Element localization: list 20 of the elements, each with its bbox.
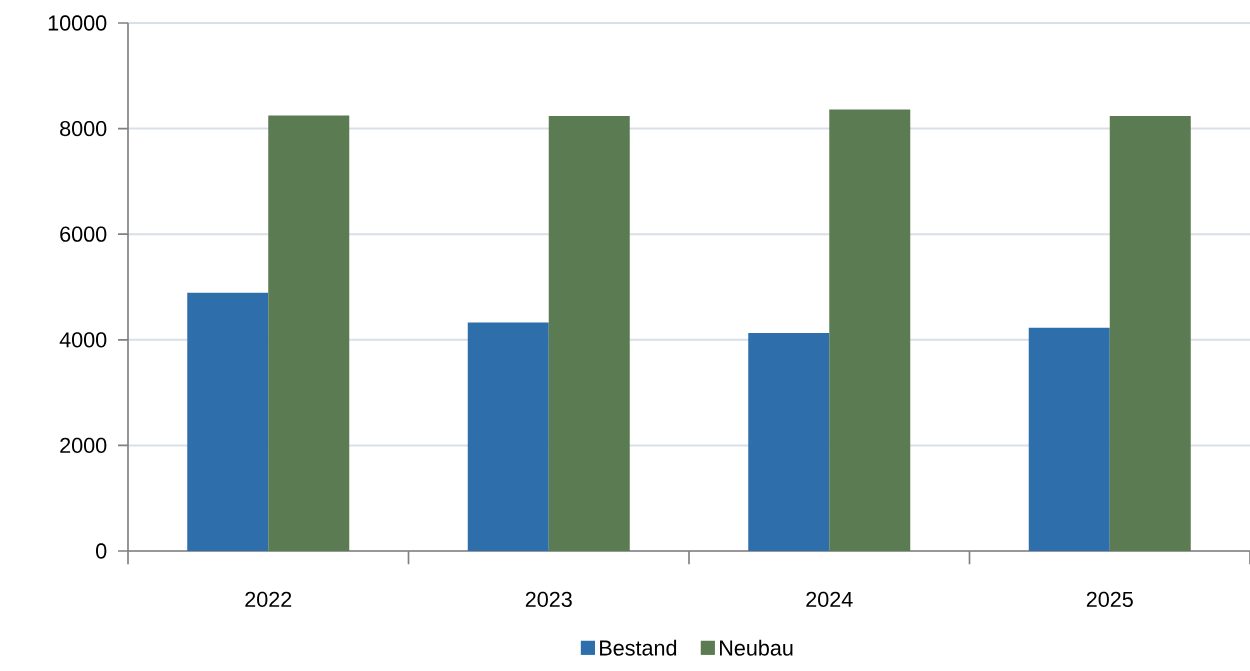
legend-label: Bestand bbox=[600, 639, 677, 656]
y-tick-label: 4000 bbox=[59, 332, 107, 348]
x-tick-label: 2025 bbox=[1086, 591, 1133, 608]
bar bbox=[1028, 327, 1110, 551]
y-tick-label: 2000 bbox=[60, 437, 107, 454]
x-tick-label: 2024 bbox=[806, 591, 853, 608]
bar bbox=[187, 292, 269, 551]
bar bbox=[1109, 115, 1191, 551]
bar bbox=[268, 115, 350, 551]
y-tick-label: 10000 bbox=[48, 15, 107, 31]
bar bbox=[467, 322, 549, 551]
x-tick-label: 2023 bbox=[525, 591, 572, 608]
y-tick-label: 0 bbox=[96, 543, 107, 559]
legend-label: Neubau bbox=[720, 639, 793, 656]
bar bbox=[748, 332, 830, 551]
y-tick-label: 8000 bbox=[60, 120, 107, 137]
y-tick-label: 6000 bbox=[60, 226, 107, 242]
x-tick-label: 2022 bbox=[245, 591, 292, 608]
bar bbox=[548, 115, 630, 551]
bar bbox=[829, 109, 911, 551]
